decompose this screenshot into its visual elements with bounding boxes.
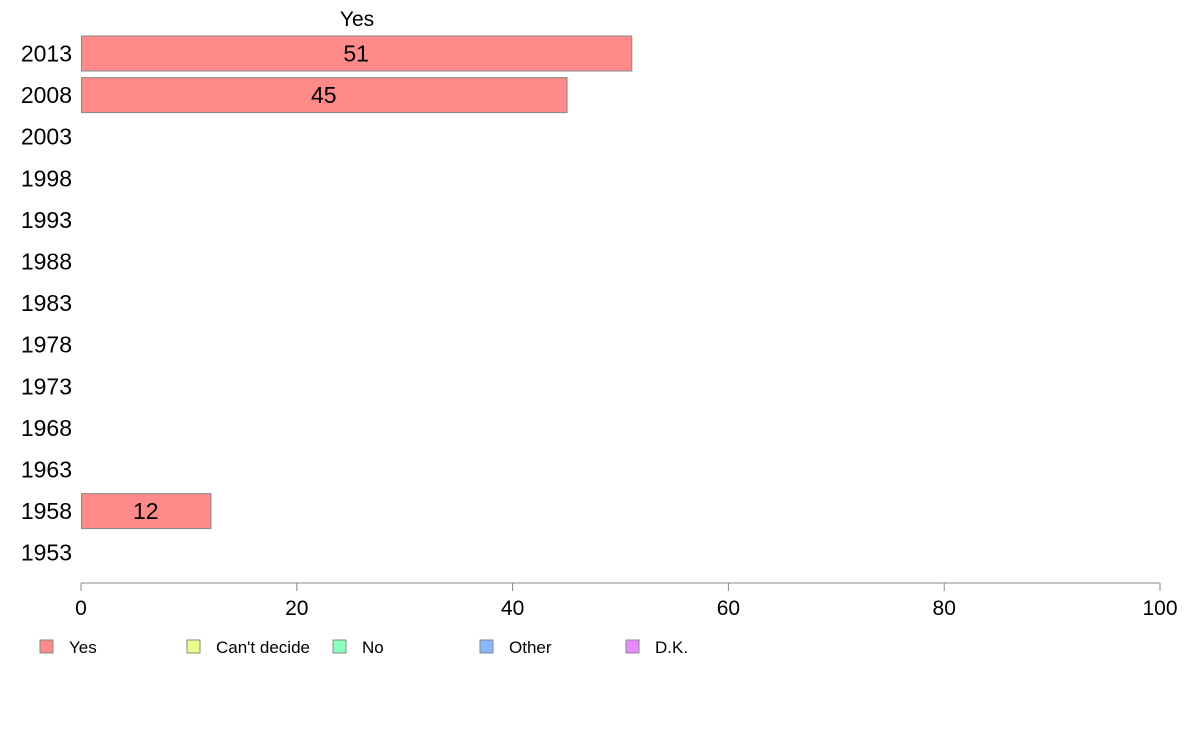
legend-label: D.K. [655,638,688,657]
legend-swatch [186,639,201,654]
legend-swatch [479,639,494,654]
legend-swatch [332,639,347,654]
x-tick-label: 80 [933,597,956,620]
bar [81,493,212,530]
category-label: 1958 [21,498,72,524]
series-title: Yes [340,8,374,31]
category-label: 2008 [21,82,72,108]
category-labels: 2013 2008 2003 1998 1993 1988 1983 1978 1973 1968… [21,41,72,566]
category-label: 1993 [21,207,72,233]
legend-swatch [625,639,640,654]
bar [81,77,568,114]
legend-label: Yes [69,638,97,657]
legend-label: Other [509,638,552,657]
legend: Yes Can't decide No Other D.K. [39,638,688,657]
category-label: 1973 [21,373,72,399]
category-label: 1953 [21,540,72,566]
legend-label: Can't decide [216,638,310,657]
data-label: 45 [311,82,337,108]
data-label: 51 [343,41,369,67]
x-axis-ticks: 0 20 40 60 80 100 [75,583,1178,620]
category-label: 2003 [21,124,72,150]
data-label: 12 [133,498,159,524]
category-label: 1983 [21,290,72,316]
bar [81,35,633,72]
category-label: 1963 [21,457,72,483]
x-tick-label: 60 [717,597,740,620]
x-tick-label: 0 [75,597,87,620]
x-tick-label: 40 [501,597,524,620]
legend-swatch [39,639,54,654]
category-label: 1978 [21,332,72,358]
category-label: 1968 [21,415,72,441]
category-label: 1998 [21,165,72,191]
category-label: 1988 [21,249,72,275]
legend-label: No [362,638,384,657]
category-label: 2013 [21,41,72,67]
x-tick-label: 20 [285,597,308,620]
x-tick-label: 100 [1142,597,1177,620]
